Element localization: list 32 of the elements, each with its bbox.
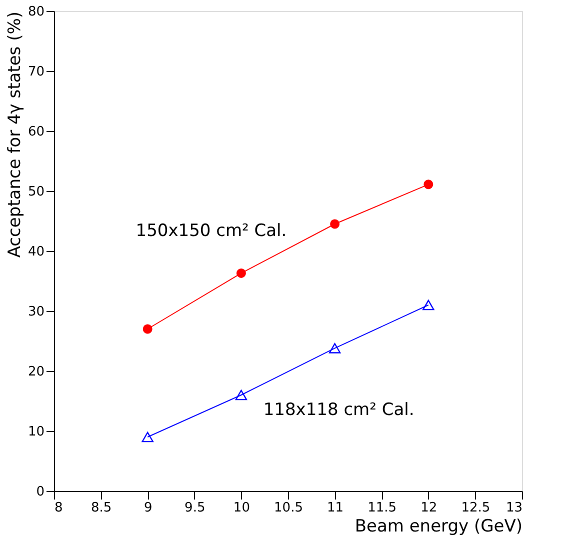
- point: [422, 300, 434, 310]
- x-tick-label: 9: [144, 500, 152, 516]
- point: [236, 268, 246, 278]
- y-tick-label: 70: [28, 64, 44, 80]
- point: [142, 324, 152, 334]
- x-tick-label: 13: [506, 500, 522, 516]
- y-tick-label: 10: [28, 424, 44, 440]
- y-tick-label: 30: [28, 304, 44, 320]
- point: [142, 432, 154, 442]
- x-tick-label: 11.5: [368, 500, 397, 516]
- x-tick-label: 12: [420, 500, 438, 516]
- x-tick-label: 12.5: [461, 500, 490, 516]
- y-axis-title: Acceptance for 4γ states (%): [4, 12, 25, 258]
- y-tick-label: 50: [28, 184, 44, 200]
- x-tick-label: 10.5: [274, 500, 303, 516]
- y-tick-label: 40: [28, 244, 44, 260]
- x-tick-label: 11: [327, 500, 344, 516]
- point: [328, 343, 341, 354]
- point: [424, 180, 434, 190]
- y-tick-label: 0: [36, 484, 44, 500]
- y-tick-label: 80: [28, 4, 44, 20]
- x-tick-label: 9.5: [184, 500, 206, 516]
- point: [330, 219, 340, 229]
- series-label: 118x118 cm² Cal.: [263, 400, 414, 420]
- x-tick-label: 8.5: [90, 500, 112, 516]
- x-tick-label: 8: [54, 500, 63, 516]
- series-label: 150x150 cm² Cal.: [136, 221, 287, 242]
- point: [235, 390, 248, 400]
- x-tick-label: 10: [233, 500, 250, 516]
- y-tick-label: 20: [28, 364, 44, 380]
- x-axis-title: Beam energy (GeV): [354, 516, 522, 536]
- y-tick-label: 60: [28, 124, 44, 140]
